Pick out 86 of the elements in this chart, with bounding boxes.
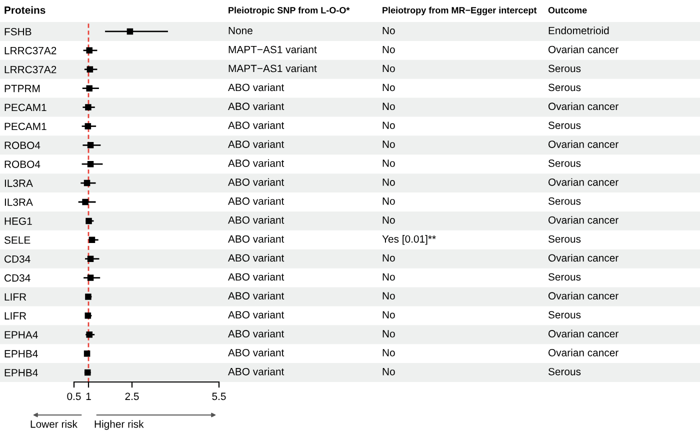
text: ABO variant [228,348,284,356]
text: No [382,311,395,318]
text: Ovarian cancer [548,216,618,224]
text: ABO variant [228,140,284,148]
y-tick-label: HEG1 [4,217,32,225]
y-tick-label: FSHB [4,28,32,36]
text: ABO variant [228,235,284,243]
text: Ovarian cancer [548,292,618,300]
text: Serous [548,235,581,243]
text: Ovarian cancer [548,178,618,186]
text: Endometrioid [548,26,609,34]
text: ABO variant [228,310,284,318]
text: No [382,254,395,262]
text: No [382,198,395,205]
x-tick-label: 5.5 [212,392,226,400]
text: No [382,140,395,148]
text: Serous [548,64,581,72]
text: Serous [548,311,581,318]
text: Serous [548,368,581,376]
text: ABO variant [228,197,284,205]
text: Pleiotropy from MR−Egger intercept [382,6,537,16]
x-tick-label: 2.5 [125,392,139,400]
y-tick-label: PECAM1 [4,122,46,130]
y-tick-label: LIFR [4,312,26,320]
text: Yes [0.01]** [382,235,436,245]
text: Serous [548,122,581,130]
y-tick-label: PTPRM [4,84,40,92]
text: No [382,178,395,186]
text: Pleiotropic SNP from L-O-O* [228,6,350,16]
text: ABO variant [228,159,284,167]
text: Ovarian cancer [548,330,618,338]
text: No [382,64,395,72]
text: No [382,349,395,356]
y-tick-label: LRRC37A2 [4,46,56,54]
text: No [382,273,395,281]
y-tick-label: IL3RA [4,198,33,206]
text: ABO variant [228,368,284,376]
y-tick-label: CD34 [4,274,30,282]
text: ABO variant [228,178,284,186]
y-axis-title: Proteins [4,6,46,14]
text: Ovarian cancer [548,46,618,54]
text: Ovarian cancer [548,102,618,110]
text: None [228,27,252,34]
text: Ovarian cancer [548,348,618,356]
y-tick-label: LIFR [4,293,26,301]
text: ABO variant [228,216,284,224]
x-tick-label: 1 [86,392,91,400]
text: No [382,292,395,300]
text: ABO variant [228,292,284,300]
text: No [382,46,395,54]
y-tick-label: SELE [4,236,30,244]
text: ABO variant [228,121,284,130]
text: Ovarian cancer [548,140,618,148]
text: No [382,216,395,224]
text: ABO variant [228,272,284,281]
text: ABO variant [228,330,284,338]
text: No [382,84,395,92]
text: ABO variant [228,83,284,92]
text: No [382,330,395,338]
text: No [382,160,395,167]
y-tick-label: IL3RA [4,180,33,187]
y-tick-label: ROBO4 [4,160,40,168]
text: MAPT−AS1 variant [228,64,317,72]
y-tick-label: ROBO4 [4,142,40,150]
text: No [382,122,395,130]
text: ABO variant [228,254,284,262]
y-tick-label: LRRC37A2 [4,66,56,74]
y-tick-label: EPHA4 [4,331,38,338]
y-tick-label: PECAM1 [4,104,46,112]
x-tick-label: 0.5 [67,392,81,400]
text: Serous [548,197,581,205]
text: Ovarian cancer [548,254,618,262]
y-tick-label: EPHB4 [4,369,38,376]
text: Serous [548,84,581,92]
y-tick-label: EPHB4 [4,350,38,358]
text: No [382,102,395,110]
text: Serous [548,273,581,281]
text: No [382,27,395,34]
text: Higher risk [94,420,144,430]
text: Lower risk [30,420,78,428]
text: MAPT−AS1 variant [228,46,317,54]
text: No [382,368,395,376]
text: Serous [548,160,581,167]
text: ABO variant [228,102,284,110]
y-tick-label: CD34 [4,255,30,263]
text: Outcome [548,7,587,14]
